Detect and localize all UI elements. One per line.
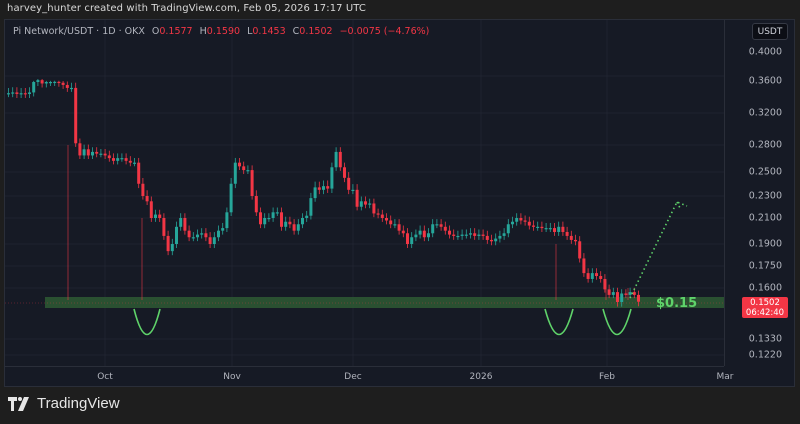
rounded-bottom-annotation [133,308,161,335]
price-tick: 0.1220 [748,349,782,361]
change-value: −0.0075 (−4.76%) [339,26,430,37]
time-tick: Oct [97,372,113,382]
time-axis[interactable]: Oct Nov Dec 2026 Feb Mar [5,366,733,386]
support-label: $0.15 [656,296,697,311]
support-zone [45,297,725,308]
price-tick: 0.2800 [748,139,782,151]
last-price-tag: 0.1502 06:42:40 [742,297,788,318]
low-value: 0.1453 [252,26,286,37]
tradingview-logo: TradingView [8,395,120,412]
time-tick: Feb [599,372,615,382]
currency-button[interactable]: USDT [752,23,788,40]
price-tick: 0.1750 [748,260,782,272]
chart-caption: harvey_hunter created with TradingView.c… [7,3,367,14]
price-axis[interactable]: USDT 0.1502 06:42:40 0.4000 0.3600 0.3200 0… [724,20,794,366]
time-tick: Dec [344,372,362,382]
candlestick-plot[interactable]: $0.15 [5,20,725,366]
chart-frame: $0.15 Pi Network/USDT · 1D · OKX O0.1577… [4,19,795,387]
time-tick: Mar [716,372,734,382]
time-tick: 2026 [469,372,493,382]
price-tick: 0.2100 [748,212,782,224]
rounded-bottom-annotation [544,308,574,335]
price-tick: 0.1600 [748,282,782,294]
bar-countdown: 06:42:40 [745,308,785,318]
tradingview-logo-icon [8,396,29,411]
price-tick: 0.1900 [748,238,782,250]
ohlc-legend: Pi Network/USDT · 1D · OKX O0.1577 H0.15… [13,26,430,37]
close-value: 0.1502 [299,26,333,37]
time-tick: Nov [223,372,241,382]
price-tick: 0.1330 [748,333,782,345]
price-tick: 0.4000 [748,46,782,58]
rounded-bottom-annotation [602,308,632,335]
price-tick: 0.2300 [748,190,782,202]
high-value: 0.1590 [206,26,241,37]
symbol-label[interactable]: Pi Network/USDT · 1D · OKX [13,26,145,37]
open-value: 0.1577 [159,26,193,37]
price-tick: 0.3200 [748,107,782,119]
price-tick: 0.3600 [748,75,782,87]
price-tick: 0.2500 [748,166,782,178]
